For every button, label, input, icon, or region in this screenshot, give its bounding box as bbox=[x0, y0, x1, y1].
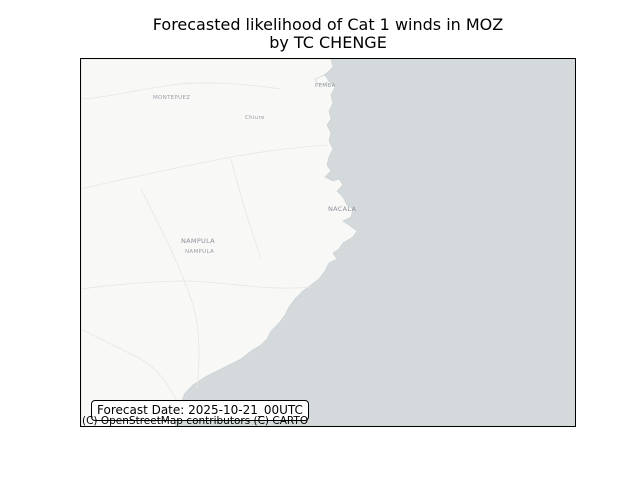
forecast-date-box: Forecast Date: 2025-10-21_00UTC bbox=[91, 400, 309, 421]
title-line-1: Forecasted likelihood of Cat 1 winds in … bbox=[152, 15, 504, 34]
chart-title: Forecasted likelihood of Cat 1 winds in … bbox=[0, 16, 640, 52]
place-label-pemba: PEMBA bbox=[315, 83, 336, 89]
admin-boundaries bbox=[81, 82, 328, 410]
place-label-nampula-city: NAMPULA bbox=[185, 249, 215, 255]
basemap bbox=[81, 59, 575, 426]
map-attribution: (C) OpenStreetMap contributors (C) CARTO bbox=[82, 415, 309, 427]
land-mass bbox=[81, 59, 358, 426]
map-panel[interactable]: MONTEPUEZ Chiure PEMBA NACALA NAMPULA NA… bbox=[80, 58, 576, 427]
place-label-nampula-province: NAMPULA bbox=[181, 237, 215, 245]
place-label-nacala: NACALA bbox=[328, 205, 357, 213]
place-label-chiure: Chiure bbox=[245, 115, 265, 121]
place-label-montepuez: MONTEPUEZ bbox=[153, 95, 191, 101]
title-line-2: by TC CHENGE bbox=[269, 33, 387, 52]
peninsula-pemba bbox=[314, 74, 330, 86]
